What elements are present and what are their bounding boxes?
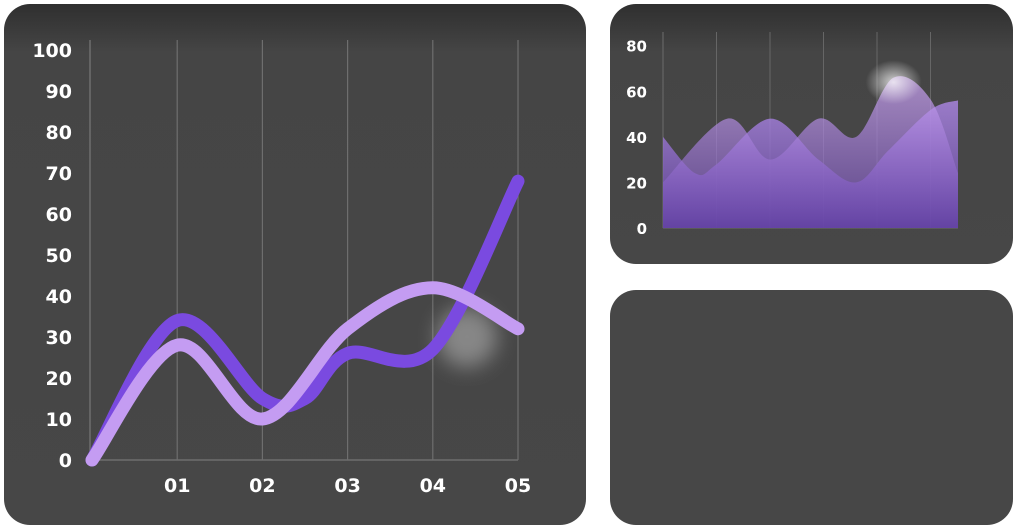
y-tick-label: 60 [626,83,647,101]
y-tick-label: 60 [46,204,72,226]
y-tick-label: 80 [46,122,72,144]
y-tick-label: 90 [46,81,72,103]
line-chart: 0 10 20 30 40 50 60 70 80 90 100 01 02 03 04 05 [32,40,531,497]
y-tick-label: 40 [626,129,647,147]
y-tick-label: 30 [46,327,72,349]
empty-panel [610,290,1013,525]
x-tick-label: 01 [164,475,190,497]
y-tick-label: 100 [32,40,72,62]
y-tick-label: 40 [46,286,72,308]
x-tick-label: 02 [249,475,275,497]
line-chart-panel: 0 10 20 30 40 50 60 70 80 90 100 01 02 03 04 05 [4,4,586,525]
area-highlight-glow [865,60,922,105]
y-tick-label: 10 [46,409,72,431]
y-tick-label: 20 [46,368,72,390]
area-chart: 0 20 40 60 80 [626,32,958,238]
series-line-2 [85,281,525,467]
y-tick-label: 0 [637,220,647,238]
y-tick-label: 70 [46,163,72,185]
y-tick-label: 50 [46,245,72,267]
x-tick-label: 03 [334,475,360,497]
x-tick-label: 05 [505,475,531,497]
area-series-2 [663,76,958,228]
y-tick-label: 20 [626,174,647,192]
area-chart-panel: 0 20 40 60 80 [610,4,1013,264]
x-tick-label: 04 [420,475,446,497]
series-line-1 [85,174,525,467]
y-tick-label: 80 [626,38,647,56]
y-tick-label: 0 [59,450,72,472]
